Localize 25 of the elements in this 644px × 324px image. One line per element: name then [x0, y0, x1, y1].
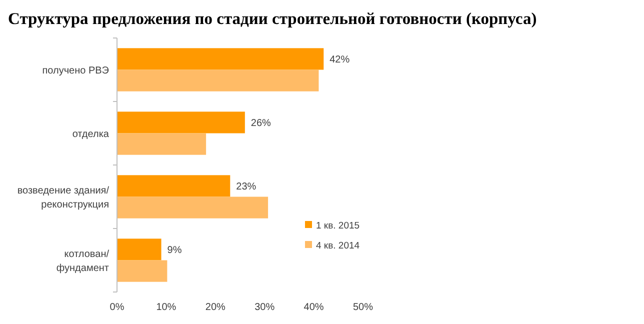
bar	[117, 175, 230, 197]
bar	[117, 196, 268, 218]
x-tick-label: 30%	[254, 302, 275, 313]
y-tick-label: отделка	[72, 128, 110, 140]
x-tick-label: 40%	[304, 302, 324, 313]
y-tick-label: котлован/ фундамент	[56, 248, 110, 274]
data-label: 9%	[167, 244, 182, 256]
chart-title: Структура предложения по стадии строительной готовности (корпуса)	[8, 9, 537, 28]
bar	[117, 238, 162, 260]
x-tick-label: 50%	[352, 302, 374, 313]
y-tick-label: возведение здания/ реконструкция	[17, 185, 110, 210]
data-label: 26%	[250, 118, 272, 129]
bar	[117, 70, 319, 92]
legend-label: 4 кв. 2014	[316, 240, 360, 252]
x-tick-label: 0%	[110, 302, 124, 313]
y-tick-label: получено РВЭ	[42, 65, 109, 76]
x-tick-label: 20%	[205, 302, 226, 313]
bar	[117, 260, 168, 282]
bar	[117, 48, 324, 70]
bar	[117, 133, 206, 155]
x-tick-label: 10%	[156, 302, 176, 313]
data-label: 42%	[330, 54, 350, 66]
bar	[117, 112, 245, 134]
data-label: 23%	[236, 181, 256, 192]
legend-label: 1 кв. 2015	[316, 220, 360, 232]
